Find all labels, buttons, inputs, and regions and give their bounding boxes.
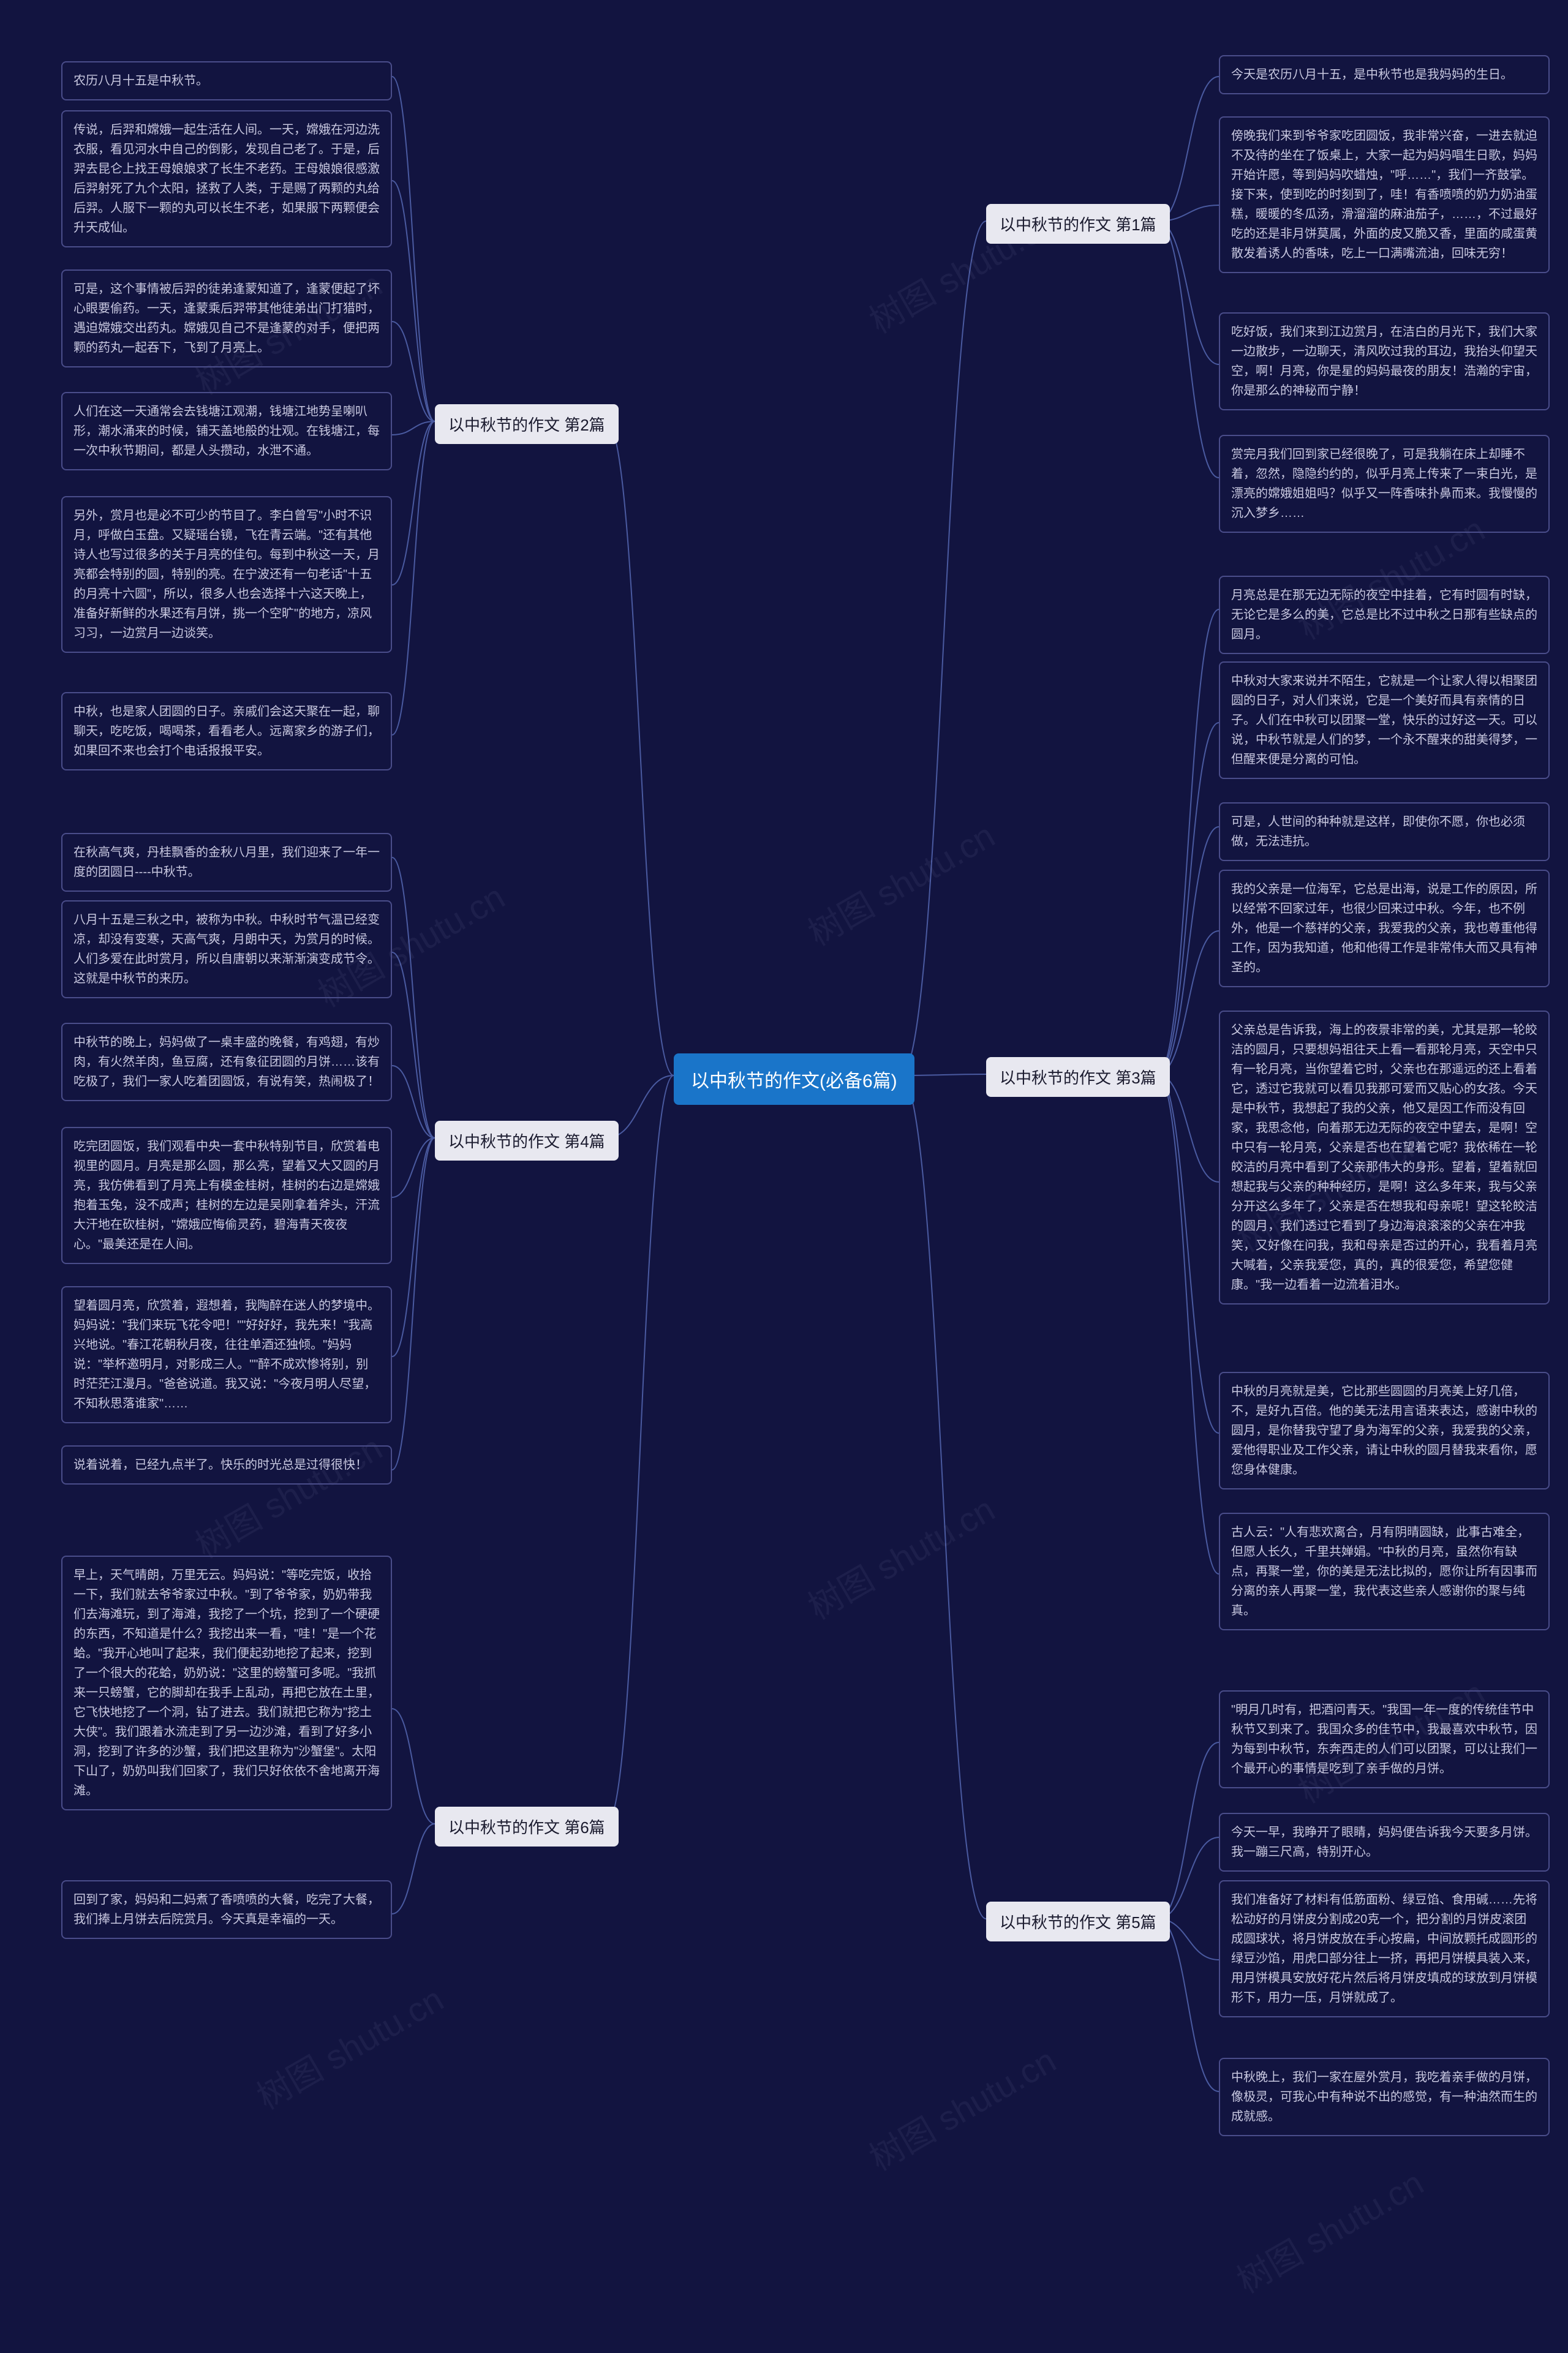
leaf-node[interactable]: 今天是农历八月十五，是中秋节也是我妈妈的生日。 <box>1219 55 1550 94</box>
leaf-node[interactable]: 说着说着，已经九点半了。快乐的时光总是过得很快！ <box>61 1445 392 1485</box>
leaf-node[interactable]: 另外，赏月也是必不可少的节目了。李白曾写"小时不识月，呼做白玉盘。又疑瑶台镜，飞… <box>61 496 392 653</box>
leaf-node[interactable]: 农历八月十五是中秋节。 <box>61 61 392 100</box>
leaf-node[interactable]: 可是，人世间的种种就是这样，即使你不愿，你也必须做，无法违抗。 <box>1219 802 1550 861</box>
watermark: 树图 shutu.cn <box>797 809 1002 956</box>
leaf-node[interactable]: 中秋对大家来说并不陌生，它就是一个让家人得以相聚团圆的日子，对人们来说，它是一个… <box>1219 661 1550 779</box>
leaf-node[interactable]: 赏完月我们回到家已经很晚了，可是我躺在床上却睡不着，忽然，隐隐约约的，似乎月亮上… <box>1219 435 1550 533</box>
branch-node-b4[interactable]: 以中秋节的作文 第4篇 <box>435 1121 619 1161</box>
leaf-node[interactable]: 望着圆月亮，欣赏着，遐想着，我陶醉在迷人的梦境中。妈妈说："我们来玩飞花令吧！"… <box>61 1286 392 1423</box>
watermark: 树图 shutu.cn <box>185 1421 390 1568</box>
leaf-node[interactable]: 古人云："人有悲欢离合，月有阴晴圆缺，此事古难全，但愿人长久，千里共婵娟。"中秋… <box>1219 1513 1550 1630</box>
leaf-node[interactable]: 中秋的月亮就是美，它比那些圆圆的月亮美上好几倍，不，是好九百倍。他的美无法用言语… <box>1219 1372 1550 1489</box>
central-node[interactable]: 以中秋节的作文(必备6篇) <box>674 1053 914 1105</box>
leaf-node[interactable]: 人们在这一天通常会去钱塘江观潮，钱塘江地势呈喇叭形，潮水涌来的时候，铺天盖地般的… <box>61 392 392 470</box>
branch-node-b5[interactable]: 以中秋节的作文 第5篇 <box>986 1902 1170 1941</box>
leaf-node[interactable]: 我的父亲是一位海军，它总是出海，说是工作的原因，所以经常不回家过年，也很少回来过… <box>1219 870 1550 987</box>
leaf-node[interactable]: 八月十五是三秋之中，被称为中秋。中秋时节气温已经变凉，却没有变寒，天高气爽，月朗… <box>61 900 392 998</box>
leaf-node[interactable]: 今天一早，我睁开了眼睛，妈妈便告诉我今天要多月饼。我一蹦三尺高，特别开心。 <box>1219 1813 1550 1872</box>
leaf-node[interactable]: "明月几时有，把酒问青天。"我国一年一度的传统佳节中秋节又到来了。我国众多的佳节… <box>1219 1690 1550 1788</box>
leaf-node[interactable]: 在秋高气爽，丹桂飘香的金秋八月里，我们迎来了一年一度的团圆日----中秋节。 <box>61 833 392 892</box>
leaf-node[interactable]: 中秋节的晚上，妈妈做了一桌丰盛的晚餐，有鸡翅，有炒肉，有火然羊肉，鱼豆腐，还有象… <box>61 1023 392 1101</box>
branch-node-b3[interactable]: 以中秋节的作文 第3篇 <box>986 1057 1170 1097</box>
leaf-node[interactable]: 吃完团圆饭，我们观看中央一套中秋特别节目，欣赏着电视里的圆月。月亮是那么圆，那么… <box>61 1127 392 1264</box>
branch-node-b6[interactable]: 以中秋节的作文 第6篇 <box>435 1807 619 1847</box>
watermark: 树图 shutu.cn <box>859 2034 1063 2181</box>
leaf-node[interactable]: 月亮总是在那无边无际的夜空中挂着，它有时圆有时缺，无论它是多么的美，它总是比不过… <box>1219 576 1550 654</box>
branch-node-b1[interactable]: 以中秋节的作文 第1篇 <box>986 204 1170 244</box>
leaf-node[interactable]: 中秋晚上，我们一家在屋外赏月，我吃着亲手做的月饼，像极灵，可我心中有种说不出的感… <box>1219 2058 1550 2136</box>
leaf-node[interactable]: 可是，这个事情被后羿的徒弟逢蒙知道了，逢蒙便起了坏心眼要偷药。一天，逢蒙乘后羿带… <box>61 269 392 367</box>
leaf-node[interactable]: 我们准备好了材料有低筋面粉、绿豆馅、食用碱……先将松动好的月饼皮分割成20克一个… <box>1219 1880 1550 2017</box>
branch-node-b2[interactable]: 以中秋节的作文 第2篇 <box>435 404 619 444</box>
leaf-node[interactable]: 吃好饭，我们来到江边赏月，在洁白的月光下，我们大家一边散步，一边聊天，清风吹过我… <box>1219 312 1550 410</box>
leaf-node[interactable]: 传说，后羿和嫦娥一起生活在人间。一天，嫦娥在河边洗衣服，看见河水中自己的倒影，发… <box>61 110 392 247</box>
leaf-node[interactable]: 早上，天气晴朗，万里无云。妈妈说："等吃完饭，收拾一下，我们就去爷爷家过中秋。"… <box>61 1556 392 1810</box>
leaf-node[interactable]: 傍晚我们来到爷爷家吃团圆饭，我非常兴奋，一进去就迫不及待的坐在了饭桌上，大家一起… <box>1219 116 1550 273</box>
watermark: 树图 shutu.cn <box>1226 2156 1431 2303</box>
leaf-node[interactable]: 回到了家，妈妈和二妈煮了香喷喷的大餐，吃完了大餐，我们捧上月饼去后院赏月。今天真… <box>61 1880 392 1939</box>
leaf-node[interactable]: 中秋，也是家人团圆的日子。亲戚们会这天聚在一起，聊聊天，吃吃饭，喝喝茶，看看老人… <box>61 692 392 770</box>
leaf-node[interactable]: 父亲总是告诉我，海上的夜景非常的美，尤其是那一轮皎洁的圆月，只要想妈祖往天上看一… <box>1219 1011 1550 1305</box>
watermark: 树图 shutu.cn <box>797 1483 1002 1630</box>
watermark: 树图 shutu.cn <box>246 1973 451 2120</box>
